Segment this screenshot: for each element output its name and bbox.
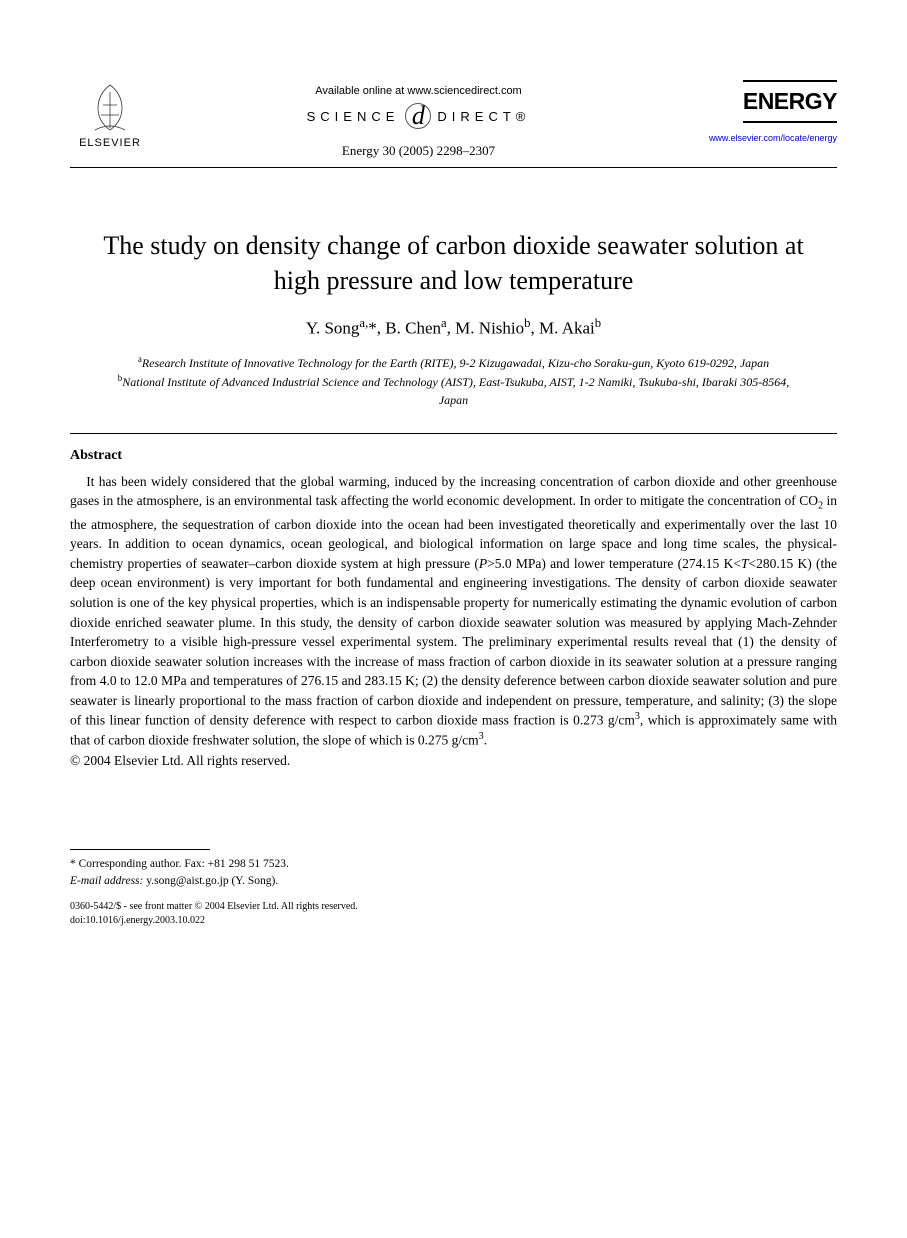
affiliation-b: National Institute of Advanced Industria… bbox=[122, 375, 789, 407]
page-footer: 0360-5442/$ - see front matter © 2004 El… bbox=[70, 900, 837, 928]
publisher-logo-block: ELSEVIER bbox=[70, 80, 150, 149]
abstract-body: It has been widely considered that the g… bbox=[70, 472, 837, 751]
abstract-top-rule bbox=[70, 433, 837, 434]
email-label: E-mail address: bbox=[70, 875, 143, 887]
citation-line: Energy 30 (2005) 2298–2307 bbox=[150, 143, 687, 159]
journal-url[interactable]: www.elsevier.com/locate/energy bbox=[687, 133, 837, 143]
sciencedirect-logo: SCIENCE d DIRECT® bbox=[150, 103, 687, 129]
author-list: Y. Songa,*, B. Chena, M. Nishiob, M. Aka… bbox=[70, 316, 837, 339]
corresponding-footnote: * Corresponding author. Fax: +81 298 51 … bbox=[70, 856, 837, 891]
article-title: The study on density change of carbon di… bbox=[90, 228, 817, 298]
sd-left: SCIENCE bbox=[307, 109, 400, 124]
elsevier-tree-icon bbox=[83, 80, 138, 135]
header-center: Available online at www.sciencedirect.co… bbox=[150, 80, 687, 159]
footer-line1: 0360-5442/$ - see front matter © 2004 El… bbox=[70, 900, 837, 914]
sd-right: DIRECT® bbox=[437, 109, 530, 124]
footer-line2: doi:10.1016/j.energy.2003.10.022 bbox=[70, 914, 837, 928]
abstract-copyright: © 2004 Elsevier Ltd. All rights reserved… bbox=[70, 753, 837, 769]
available-online-text: Available online at www.sciencedirect.co… bbox=[150, 85, 687, 97]
article-page: ELSEVIER Available online at www.science… bbox=[0, 0, 907, 988]
affiliations: aResearch Institute of Innovative Techno… bbox=[110, 353, 797, 409]
header-row: ELSEVIER Available online at www.science… bbox=[70, 80, 837, 159]
affiliation-a: Research Institute of Innovative Technol… bbox=[142, 356, 769, 370]
corresponding-author: * Corresponding author. Fax: +81 298 51 … bbox=[70, 856, 837, 873]
header-divider bbox=[70, 167, 837, 168]
publisher-name: ELSEVIER bbox=[79, 137, 141, 149]
sd-d-icon: d bbox=[405, 103, 431, 129]
email-value: y.song@aist.go.jp (Y. Song). bbox=[146, 875, 278, 887]
abstract-heading: Abstract bbox=[70, 448, 837, 464]
journal-title: ENERGY bbox=[743, 80, 837, 123]
journal-block: ENERGY www.elsevier.com/locate/energy bbox=[687, 80, 837, 143]
footnote-rule bbox=[70, 849, 210, 850]
